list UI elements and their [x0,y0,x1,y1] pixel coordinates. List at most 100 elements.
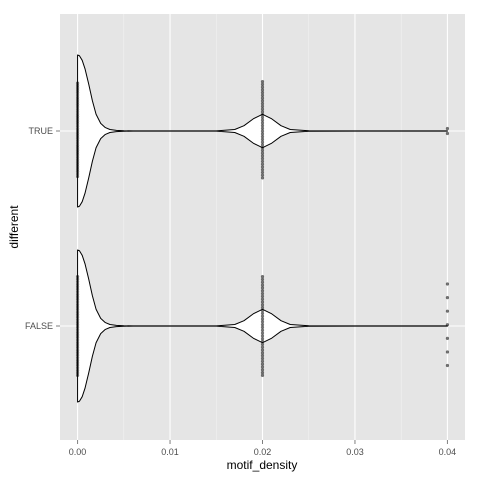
data-point-false [75,318,80,322]
data-point-false [445,309,450,313]
data-point-true [260,91,265,95]
data-point-true [75,150,80,155]
data-point-false [75,361,80,365]
data-point-false [260,373,265,377]
data-point-false [260,280,265,284]
data-point-true [75,124,80,128]
data-point-false [75,330,80,334]
data-point-true [260,162,265,166]
data-point-true [75,103,80,107]
data-point-true [260,137,265,141]
data-point-false [260,334,265,338]
data-point-false [260,368,265,372]
data-point-true [75,93,80,97]
data-point-true [75,95,80,100]
data-point-true [260,126,265,130]
data-point-false [260,303,265,307]
data-point-true [260,118,265,122]
data-point-false [75,333,80,337]
data-point-true [75,100,80,104]
data-point-false [75,373,80,377]
data-point-false [260,277,265,282]
data-point-false [75,348,80,352]
data-point-true [75,110,80,114]
data-point-true [75,134,80,138]
data-point-true [75,165,80,169]
data-point-false [75,328,80,332]
data-point-true [75,138,80,143]
data-point-false [260,320,265,324]
data-point-false [260,348,265,352]
data-point-false [445,296,450,300]
data-point-true [75,83,80,88]
data-point-false [75,307,80,312]
data-point-true [75,107,80,112]
data-point-false [75,368,80,372]
data-point-false [260,339,265,344]
data-point-false [260,345,265,349]
data-point-true [260,110,265,114]
data-point-true [75,86,80,90]
data-point-false [260,275,265,279]
data-point-true [75,172,80,176]
data-point-false [75,353,80,357]
data-point-false [260,286,265,290]
data-point-true [260,102,265,106]
data-point-true [260,85,265,89]
data-point-false [260,351,265,355]
data-point-true [260,129,265,133]
data-point-true [260,170,265,175]
data-point-true [260,140,265,144]
data-point-false [260,331,265,335]
data-point-false [75,343,80,347]
data-point-true [445,131,450,136]
data-point-true [75,170,80,174]
data-point-false [75,345,80,350]
data-point-false [260,297,265,301]
data-point-false [75,325,80,329]
data-point-true [75,117,80,121]
data-point-true [75,141,80,145]
data-point-true [75,131,80,135]
data-point-true [75,136,80,140]
data-point-true [75,119,80,123]
data-point-true [260,146,265,150]
data-point-false [445,363,450,368]
data-point-false [260,311,265,315]
data-point-false [75,302,80,307]
data-point-true [260,132,265,136]
x-tick-label: 0.04 [439,447,457,457]
data-point-false [260,325,265,330]
data-point-false [445,350,450,354]
x-axis-title: motif_density [227,458,298,472]
data-point-true [260,80,265,84]
data-point-true [260,173,265,177]
data-point-true [260,165,265,169]
data-point-true [75,105,80,109]
data-point-false [75,310,80,314]
data-point-true [260,135,265,139]
data-point-false [75,290,80,294]
data-point-true [260,176,265,180]
data-point-false [75,275,80,279]
y-tick-label: FALSE [25,321,53,331]
data-point-true [260,168,265,172]
data-point-true [75,91,80,95]
data-point-false [75,292,80,296]
data-point-false [260,337,265,341]
data-point-true [260,159,265,164]
data-point-true [260,104,265,108]
x-tick-label: 0.01 [161,447,179,457]
data-point-true [260,157,265,161]
data-point-false [75,287,80,291]
data-point-true [75,126,80,131]
data-point-false [260,283,265,287]
data-point-true [75,81,80,85]
data-point-true [75,148,80,152]
data-point-false [260,308,265,313]
data-point-true [260,93,265,97]
data-point-true [75,160,80,164]
data-point-true [75,122,80,126]
